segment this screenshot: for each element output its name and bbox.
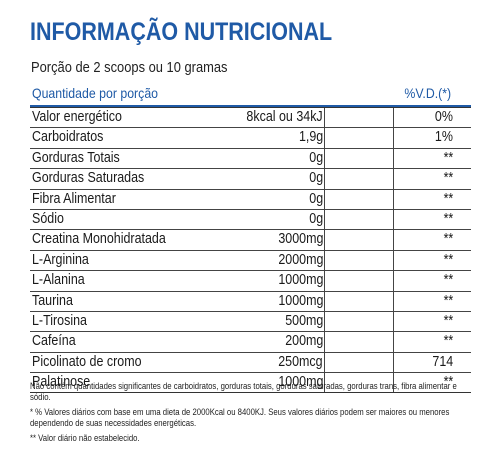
table-row: Gorduras Totais 0g ** [30,149,471,170]
table-row: L-Alanina 1000mg ** [30,271,471,292]
table-row: Sódio 0g ** [30,210,471,231]
table-row: Gorduras Saturadas 0g ** [30,169,471,190]
nutrient-name: Gorduras Totais [32,149,120,166]
nutrient-vd: ** [443,272,453,289]
nutrient-amount: 1,9g [298,129,323,146]
table-row: Palatinose 1000mg ** [30,373,471,392]
nutrient-vd: ** [443,149,453,166]
nutrient-name: Taurina [32,292,73,309]
vd-header: %V.D.(*) [404,85,451,101]
nutrient-name: Carboidratos [32,129,104,146]
table-row: Creatina Monohidratada 3000mg ** [30,230,471,251]
nutrient-name: Creatina Monohidratada [32,231,166,248]
footnote-not-established: ** Valor diário não estabelecido. [30,433,140,443]
nutrient-name: L-Arginina [32,251,89,268]
footnotes: Não contém quantidades significantes de … [30,381,475,448]
table-row: L-Arginina 2000mg ** [30,251,471,272]
nutrient-vd: ** [443,170,453,187]
footnote-daily-values: * % Valores diários com base em uma diet… [30,407,450,428]
nutrient-vd: ** [443,231,453,248]
header-divider [30,105,471,107]
nutrient-amount: 1000mg [277,272,323,289]
nutrient-amount: 3000mg [277,231,323,248]
quantity-header: Quantidade por porção [32,85,159,101]
table-row: Valor energético 8kcal ou 34kJ 0% [30,108,471,129]
table-row: Fibra Alimentar 0g ** [30,190,471,210]
table-header: Quantidade por porção %V.D.(*) [30,84,471,107]
nutrient-name: Sódio [32,210,64,227]
table-row: Carboidratos 1,9g 1% [30,128,471,149]
nutrient-amount: 0g [309,170,323,187]
nutrient-vd: 1% [434,129,453,146]
table-row: L-Tirosina 500mg ** [30,312,471,333]
nutrient-vd: ** [443,190,453,207]
table-row: Cafeína 200mg ** [30,332,471,353]
nutrient-amount: 0g [309,210,323,227]
nutrient-vd: ** [443,292,453,309]
footnote-not-significant: Não contém quantidades significantes de … [30,381,457,402]
nutrient-vd: ** [443,374,453,391]
nutrient-name: Valor energético [32,109,122,125]
nutrient-amount: 500mg [284,312,323,329]
nutrient-amount: 1000mg [277,292,323,309]
nutrient-amount: 0g [309,149,323,166]
nutrient-vd: ** [443,333,453,350]
nutrient-amount: 250mcg [278,353,323,370]
nutrient-name: Picolinato de cromo [32,353,142,370]
nutrient-amount: 0g [309,190,323,207]
nutrient-name: Palatinose [32,374,91,391]
nutrient-amount: 8kcal ou 34kJ [246,109,323,125]
nutrient-name: L-Tirosina [32,312,87,329]
nutrient-name: L-Alanina [32,272,85,289]
nutrient-vd: 714 [432,353,453,370]
portion-text: Porção de 2 scoops ou 10 gramas [31,59,228,76]
nutrient-amount: 200mg [284,333,323,350]
nutrient-name: Fibra Alimentar [32,190,116,207]
table-body: Valor energético 8kcal ou 34kJ 0% Carboidra… [30,107,471,394]
nutrient-amount: 1000mg [277,374,323,391]
nutrition-table: Quantidade por porção %V.D.(*) Valor ene… [30,84,471,394]
nutrient-vd: 0% [434,109,453,125]
table-row: Taurina 1000mg ** [30,292,471,312]
nutrient-vd: ** [443,312,453,329]
nutrient-amount: 2000mg [277,251,323,268]
table-row: Picolinato de cromo 250mcg 714 [30,353,471,374]
page-title: INFORMAÇÃO NUTRICIONAL [30,18,333,46]
nutrient-name: Gorduras Saturadas [32,170,145,187]
nutrient-vd: ** [443,251,453,268]
nutrient-vd: ** [443,210,453,227]
nutrient-name: Cafeína [32,333,76,350]
